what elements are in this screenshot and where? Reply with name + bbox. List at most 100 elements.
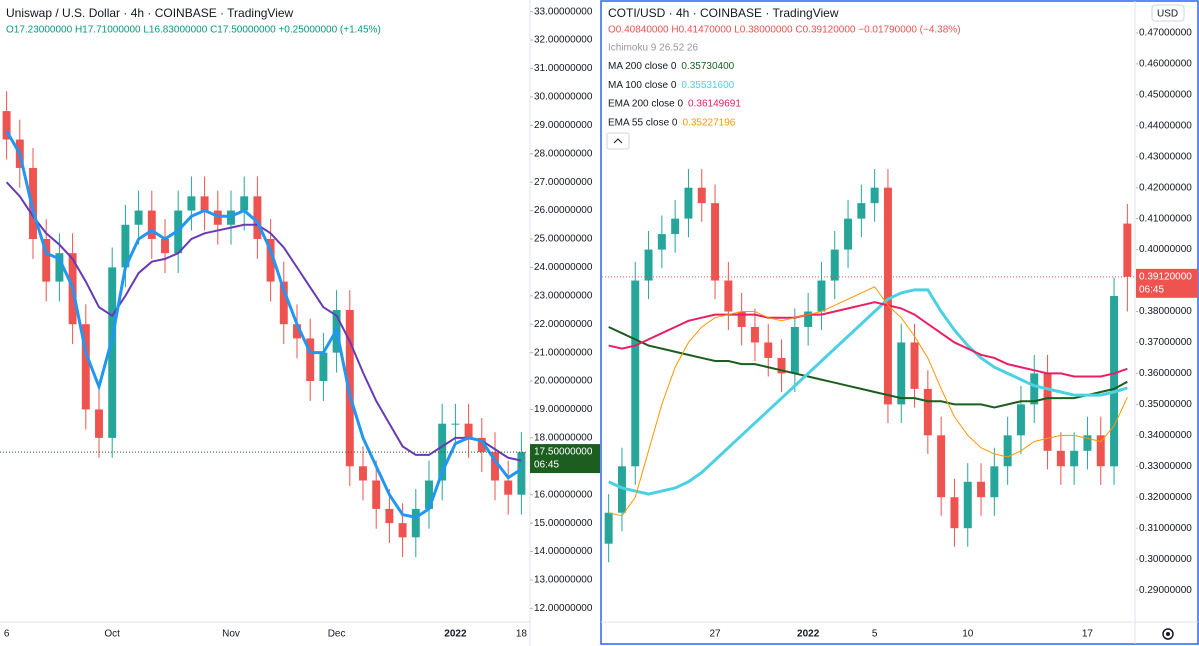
candle-body [147, 210, 156, 239]
candle-body [697, 187, 706, 204]
legend-name: MA 100 close 0 [608, 80, 677, 91]
candle-body [870, 187, 879, 204]
collapse-icon [613, 138, 623, 144]
y-tick-label: 12.00000000 [534, 603, 593, 614]
candle-body [950, 497, 959, 529]
candle-body [81, 324, 90, 410]
candle-body [990, 466, 999, 498]
chart-title: COTI/USD · 4h · COINBASE · TradingView [608, 6, 839, 20]
candle-body [857, 203, 866, 219]
candle-body [977, 481, 986, 498]
y-tick-label: 0.34000000 [1139, 430, 1192, 441]
legend-name: MA 200 close 0 [608, 61, 677, 72]
x-tick-label: 2022 [444, 629, 467, 640]
candle-body [1043, 373, 1052, 451]
y-tick-label: 0.44000000 [1139, 120, 1192, 131]
legend-value: 0.35531600 [681, 80, 734, 91]
y-tick-label: 33.00000000 [534, 6, 593, 17]
candle-body [385, 508, 394, 524]
candle-body [1123, 223, 1132, 277]
y-tick-label: 15.00000000 [534, 518, 593, 529]
currency-button[interactable] [1151, 4, 1185, 22]
y-tick-label: 0.32000000 [1139, 492, 1192, 503]
candle-body [293, 324, 301, 339]
y-tick-label: 29.00000000 [534, 120, 593, 131]
y-tick-label: 28.00000000 [534, 148, 593, 159]
candle-body [1096, 435, 1105, 467]
candle-body [464, 423, 473, 438]
y-tick-label: 0.29000000 [1139, 585, 1192, 596]
countdown: 06:45 [1139, 284, 1164, 295]
candle-body [2, 111, 11, 140]
candle-body [631, 280, 640, 467]
y-tick-label: 20.00000000 [534, 376, 593, 387]
legend-value: 0.36149691 [688, 99, 741, 110]
y-tick-label: 32.00000000 [534, 35, 593, 46]
candle-body [504, 480, 513, 495]
candle-body [42, 238, 51, 282]
y-tick-label: 0.46000000 [1139, 58, 1192, 69]
candle-body [1003, 435, 1012, 467]
y-tick-label: 0.31000000 [1139, 523, 1192, 534]
legend-value: 0.35227196 [682, 118, 735, 129]
x-tick-label: 10 [962, 629, 974, 640]
candle-body [830, 249, 839, 281]
candle-body [477, 437, 486, 453]
x-tick-label: 17 [1082, 629, 1094, 640]
y-tick-label: 21.00000000 [534, 347, 593, 358]
candle-body [817, 280, 826, 312]
legend-value: 0.35730400 [681, 61, 734, 72]
y-tick-label: 22.00000000 [534, 319, 593, 330]
y-tick-label: 0.35000000 [1139, 399, 1192, 410]
settings-icon[interactable] [1162, 628, 1174, 640]
x-tick-label: 2022 [797, 629, 820, 640]
ohlc: O17.23000000 H17.71000000 L16.83000000 C… [6, 25, 381, 36]
candle-body [844, 218, 853, 250]
candle-body [617, 466, 626, 513]
y-tick-label: 0.36000000 [1139, 368, 1192, 379]
indicator-line [608, 288, 1128, 496]
candle-body [1016, 404, 1025, 436]
candle-body [897, 342, 906, 405]
collapse-button[interactable] [606, 132, 630, 150]
candle-body [1083, 435, 1092, 451]
y-tick-label: 0.38000000 [1139, 306, 1192, 317]
y-tick-label: 18.00000000 [534, 433, 593, 444]
candle-body [411, 508, 420, 538]
candle-body [29, 167, 37, 239]
candle-body [777, 357, 786, 374]
candle-body [491, 452, 499, 481]
y-tick-label: 14.00000000 [534, 546, 593, 557]
candle-body [306, 338, 315, 382]
candle-body [134, 210, 143, 225]
candle-body [55, 253, 64, 282]
y-tick-label: 31.00000000 [534, 63, 593, 74]
candle-body [883, 187, 892, 405]
candle-body [671, 218, 680, 235]
indicator-line [608, 286, 1128, 517]
indicator-line [608, 301, 1128, 378]
y-tick-label: 0.30000000 [1139, 554, 1192, 565]
candle-body [108, 267, 117, 438]
plot [604, 169, 1132, 563]
x-tick-label: Dec [328, 629, 346, 640]
candle-body [240, 196, 249, 211]
y-tick-label: 0.42000000 [1139, 182, 1192, 193]
candle-body [737, 311, 746, 327]
candle-body [937, 435, 946, 498]
candle-body [372, 480, 381, 509]
candle-body [1070, 450, 1079, 467]
candle-body [451, 423, 460, 425]
last-price-box [530, 444, 600, 474]
last-price-box [1136, 268, 1198, 298]
candle-body [161, 238, 169, 254]
candle-body [95, 409, 103, 438]
y-tick-label: 23.00000000 [534, 290, 593, 301]
x-tick-label: Nov [222, 629, 240, 640]
y-tick-label: 13.00000000 [534, 575, 593, 586]
indicator-line [608, 326, 1128, 409]
candle-body [1030, 373, 1039, 405]
candle-body [279, 281, 288, 325]
